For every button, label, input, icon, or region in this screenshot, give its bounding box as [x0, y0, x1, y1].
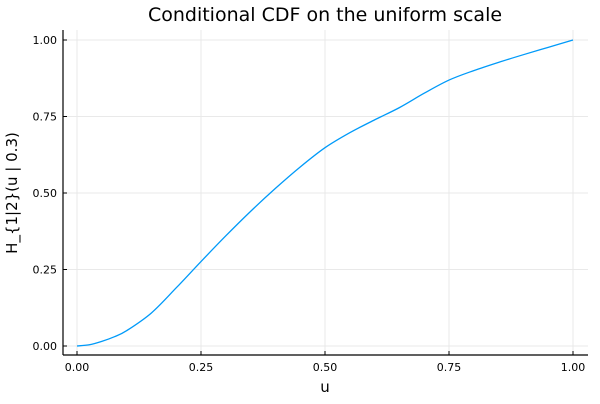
x-axis-label: u	[320, 378, 330, 396]
y-axis-label: H_{1|2}(u | 0.3)	[3, 132, 22, 254]
x-tick-label: 0.75	[437, 361, 462, 374]
series-line	[76, 39, 574, 347]
y-tick-label: 0.75	[33, 111, 58, 124]
x-tick-label: 1.00	[561, 361, 586, 374]
series-layer	[76, 39, 574, 347]
axes: 0.00 0.25 0.50 0.75 1.00 0.00 0.25 0.50 0.75 1.00	[33, 30, 588, 374]
y-tick-label: 0.00	[33, 340, 58, 353]
y-tick-label: 0.25	[33, 264, 58, 277]
x-tick-label: 0.25	[189, 361, 214, 374]
grid	[63, 30, 588, 355]
y-tick-label: 1.00	[33, 34, 58, 47]
chart-title: Conditional CDF on the uniform scale	[148, 4, 502, 26]
x-tick-label: 0.00	[65, 361, 90, 374]
x-tick-label: 0.50	[313, 361, 338, 374]
y-tick-label: 0.50	[33, 187, 58, 200]
